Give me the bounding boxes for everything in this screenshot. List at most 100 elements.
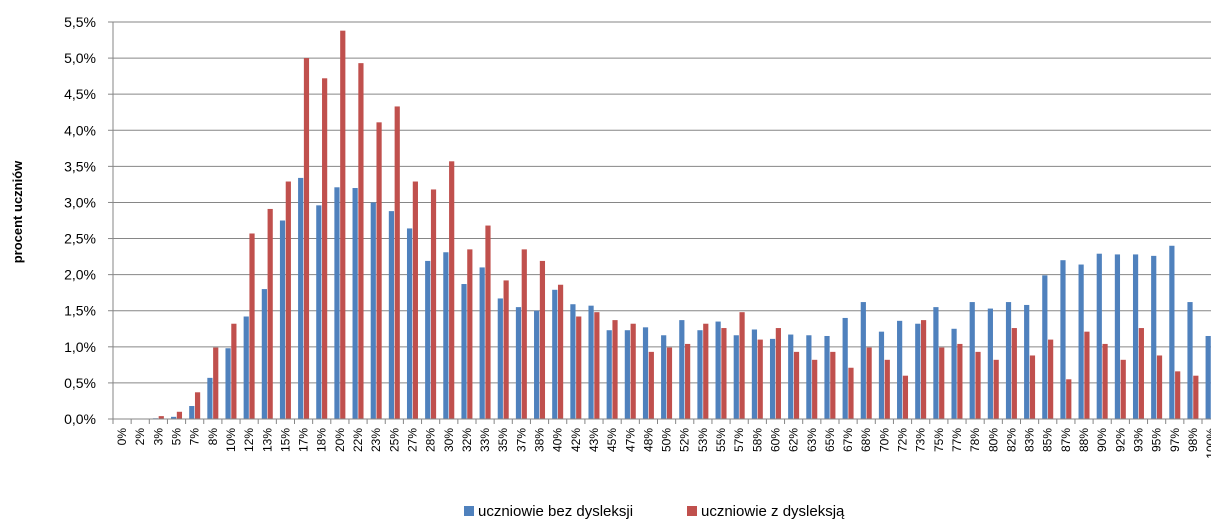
x-tick-label: 100% — [1204, 428, 1211, 459]
x-tick-label: 65% — [823, 428, 837, 452]
x-tick-label: 40% — [551, 428, 565, 452]
x-tick-label: 7% — [188, 428, 202, 446]
bar-series-2 — [467, 249, 473, 419]
x-tick-label: 13% — [260, 428, 274, 452]
x-tick-label: 50% — [660, 428, 674, 452]
x-tick-label: 80% — [986, 428, 1000, 452]
bar-series-1 — [1187, 302, 1193, 419]
x-tick-label: 82% — [1004, 428, 1018, 452]
bar-series-1 — [316, 205, 322, 419]
legend-label-series-1: uczniowie bez dysleksji — [478, 503, 633, 520]
x-tick-label: 2% — [133, 428, 147, 446]
x-tick-label: 85% — [1041, 428, 1055, 452]
y-tick-label: 4,0% — [64, 122, 96, 138]
bar-series-2 — [957, 343, 963, 419]
bar-series-1 — [661, 335, 667, 419]
x-tick-label: 10% — [224, 428, 238, 452]
x-tick-labels: 0% 2% 3% 5% 7% 8% 10% 12% 13% 15% 17% 18% 20% 22% 23% 2… — [115, 428, 1211, 459]
bar-series-2 — [449, 161, 455, 419]
bar-series-2 — [1175, 371, 1181, 419]
bar-series-2 — [775, 328, 781, 419]
x-tick-label: 73% — [914, 428, 928, 452]
bar-series-2 — [975, 351, 981, 419]
bar-series-2 — [267, 208, 273, 419]
x-tick-label: 52% — [678, 428, 692, 452]
bar-series-2 — [322, 78, 328, 419]
bar-series-2 — [866, 347, 872, 419]
bar-series-2 — [1102, 343, 1108, 419]
bar-series-1 — [171, 416, 177, 419]
x-tick-label: 37% — [514, 428, 528, 452]
bar-series-2 — [812, 359, 818, 419]
x-tick-label: 18% — [315, 428, 329, 452]
x-tick-label: 70% — [877, 428, 891, 452]
bar-series-2 — [158, 416, 164, 419]
x-tick-label: 90% — [1095, 428, 1109, 452]
x-tick-label: 3% — [151, 428, 165, 446]
x-tick-label: 93% — [1131, 428, 1145, 452]
x-tick-label: 92% — [1113, 428, 1127, 452]
y-tick-label: 1,5% — [64, 303, 96, 319]
bar-series-1 — [243, 316, 249, 419]
bar-series-1 — [951, 328, 957, 419]
bar-series-2 — [213, 347, 219, 419]
bar-series-1 — [769, 338, 776, 419]
x-tick-label: 48% — [641, 428, 655, 452]
bar-series-1 — [824, 335, 830, 419]
bar-series-1 — [1132, 254, 1139, 419]
x-tick-label: 23% — [369, 428, 383, 452]
bar-series-1 — [388, 211, 395, 419]
x-tick-label: 87% — [1059, 428, 1073, 452]
bar-series-1 — [298, 177, 304, 419]
x-tick-label: 0% — [115, 428, 129, 446]
x-tick-label: 57% — [732, 428, 746, 452]
bar-series-2 — [1066, 379, 1072, 419]
bar-series-2 — [630, 323, 636, 419]
y-tick-label: 0,5% — [64, 375, 96, 391]
bar-series-2 — [1084, 331, 1090, 419]
bar-series-2 — [902, 375, 909, 419]
bar-series-2 — [285, 181, 291, 419]
bar-series-1 — [969, 302, 975, 419]
y-tick-label: 1,0% — [64, 339, 96, 355]
bar-series-1 — [1060, 260, 1066, 419]
bar-series-2 — [430, 189, 437, 419]
x-tick-label: 68% — [859, 428, 873, 452]
bar-series-1 — [642, 327, 649, 419]
bar-series-1 — [878, 331, 885, 419]
x-tick-label: 72% — [896, 428, 910, 452]
bar-series-2 — [358, 63, 364, 419]
x-tick-label: 67% — [841, 428, 855, 452]
y-tick-label: 5,5% — [64, 14, 96, 30]
bar-series-1 — [1151, 255, 1157, 419]
bar-series-2 — [1029, 355, 1036, 419]
bar-series-2 — [539, 260, 546, 419]
bar-series-1 — [1024, 304, 1030, 419]
bar-series-2 — [1048, 339, 1054, 419]
x-tick-label: 55% — [714, 428, 728, 452]
bar-series-2 — [848, 367, 854, 419]
y-tick-label: 2,0% — [64, 267, 96, 283]
y-tick-label: 3,0% — [64, 194, 96, 210]
x-tick-label: 95% — [1150, 428, 1164, 452]
bar-series-2 — [939, 347, 945, 419]
y-tick-labels: 0,0% 0,5% 1,0% 1,5% 2,0% 2,5% 3,0% 3,5% 4,0% 4,5%… — [64, 14, 96, 427]
bar-series-2 — [1011, 328, 1017, 419]
y-tick-label: 2,5% — [64, 231, 96, 247]
bar-series-1 — [915, 323, 921, 419]
legend-swatch-series-1 — [464, 506, 474, 516]
bar-series-1 — [679, 320, 685, 419]
bar-series-2 — [920, 320, 927, 419]
legend-label-series-2: uczniowie z dysleksją — [701, 503, 845, 520]
x-tick-label: 25% — [387, 428, 401, 452]
bar-series-1 — [207, 377, 213, 419]
bar-series-2 — [394, 106, 400, 419]
bar-series-1 — [897, 320, 903, 419]
y-tick-label: 5,0% — [64, 50, 96, 66]
x-tick-label: 75% — [932, 428, 946, 452]
bar-series-2 — [176, 411, 183, 419]
x-tick-label: 33% — [478, 428, 492, 452]
bar-series-2 — [412, 181, 418, 419]
bar-series-1 — [461, 284, 467, 419]
